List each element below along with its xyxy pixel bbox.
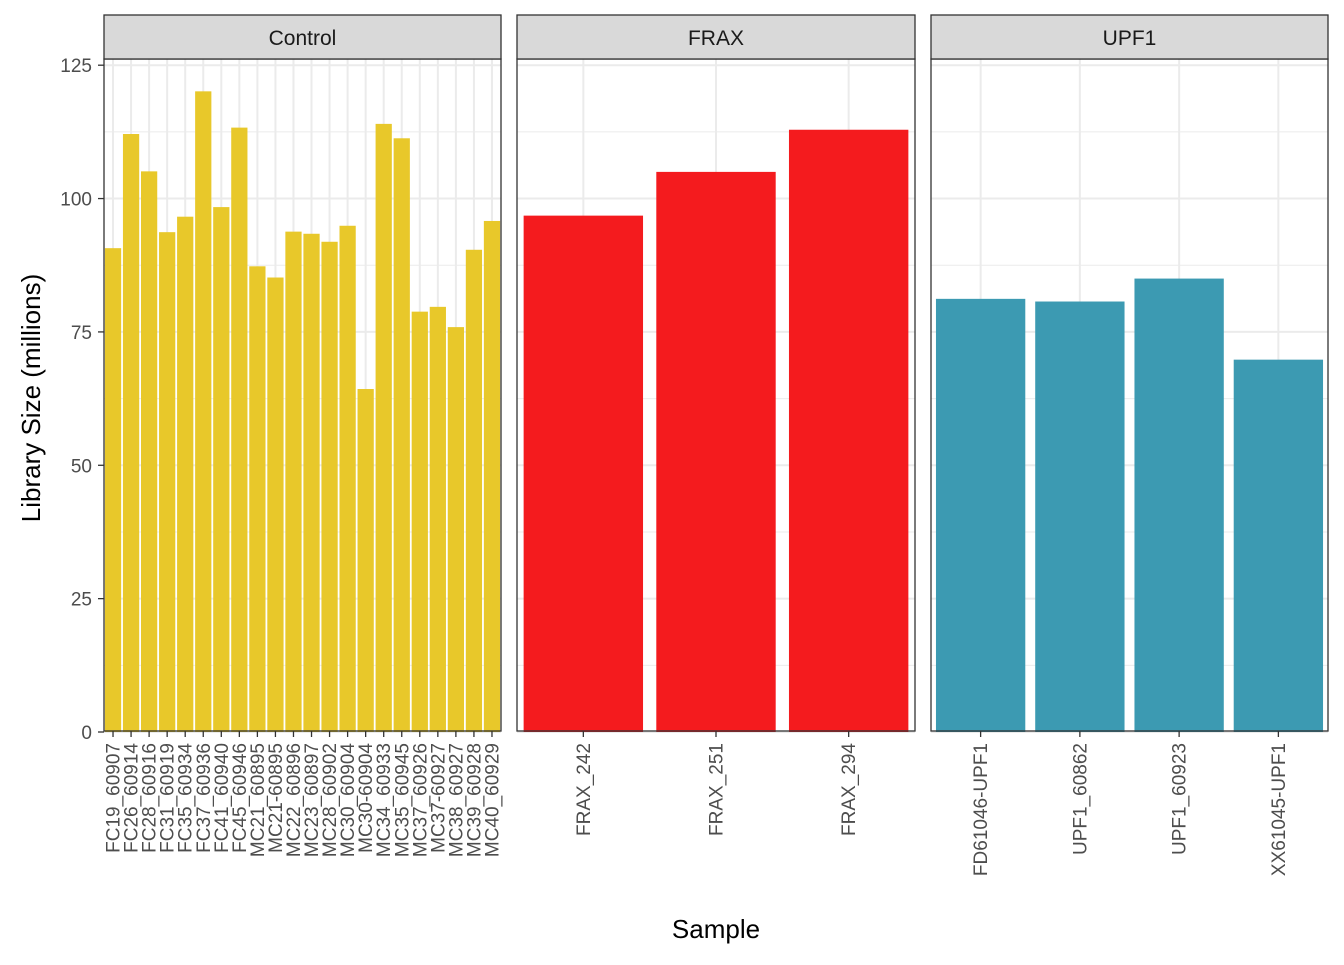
- bar-control-FC31_60919: [159, 232, 176, 732]
- bar-control-MC30_60904: [339, 225, 356, 732]
- x-tick-label: FC28_60916: [140, 743, 161, 853]
- strip-control: [103, 14, 502, 60]
- x-tick-label: FRAX_294: [839, 743, 860, 836]
- bar-control-MC34_60933: [375, 123, 392, 732]
- x-tick-label: MC37-60927: [428, 743, 449, 853]
- bar-control-FC19_60907: [104, 248, 122, 732]
- bar-control-MC21_60895: [249, 266, 266, 732]
- strip-label-upf1: UPF1: [1103, 27, 1157, 50]
- bar-frax-FRAX_251: [656, 171, 776, 732]
- x-tick-label: FRAX_242: [574, 743, 595, 836]
- bar-control-MC40_60929: [483, 220, 501, 732]
- bar-frax-FRAX_242: [523, 215, 644, 733]
- y-tick-label: 75: [71, 323, 92, 344]
- bar-upf1-XX61045-UPF1: [1233, 359, 1324, 732]
- x-tick-label: FC35_60934: [176, 743, 197, 853]
- bar-control-MC22_60896: [285, 231, 302, 732]
- bar-control-FC26_60914: [122, 134, 140, 732]
- x-tick-label: FC37_60936: [194, 743, 215, 853]
- x-tick-label: MC21_60895: [248, 743, 269, 857]
- bars-layer: [104, 91, 1324, 733]
- x-tick-label: MC30-60904: [356, 743, 377, 853]
- strip-label-frax: FRAX: [688, 27, 744, 50]
- x-tick-label: MC22_60896: [284, 743, 305, 857]
- y-tick-label: 0: [81, 723, 92, 744]
- strip-frax: [516, 14, 916, 60]
- x-tick-label: MC37_60926: [410, 743, 431, 857]
- bar-control-MC30-60904: [357, 388, 374, 732]
- bar-upf1-UPF1_60862: [1035, 301, 1125, 732]
- bar-control-MC28_60902: [321, 241, 338, 732]
- bar-control-MC39_60928: [465, 249, 483, 732]
- bar-control-MC37-60927: [429, 306, 446, 732]
- bar-control-MC35_60945: [393, 138, 410, 733]
- x-tick-label: FRAX_251: [707, 743, 728, 836]
- x-tick-label: UPF1_60923: [1170, 743, 1191, 855]
- x-tick-label: FC19_60907: [104, 743, 125, 853]
- x-tick-label: MC28_60902: [320, 743, 341, 857]
- x-tick-label: MC35_60945: [392, 743, 413, 857]
- bar-control-FC41_60940: [213, 207, 230, 733]
- x-axis-title: Sample: [672, 914, 760, 944]
- x-tick-label: FD61046-UPF1: [971, 743, 992, 876]
- text-layer: ControlFC19_60907FC26_60914FC28_60916FC3…: [60, 27, 1290, 876]
- bar-control-MC21-60895: [267, 277, 284, 732]
- bar-control-FC45_60946: [231, 127, 248, 732]
- x-tick-label: MC40_60929: [482, 743, 503, 857]
- x-tick-label: XX61045-UPF1: [1269, 743, 1290, 876]
- bar-frax-FRAX_294: [788, 129, 909, 733]
- bar-upf1-FD61046-UPF1: [935, 298, 1026, 732]
- y-tick-label: 25: [71, 590, 92, 611]
- frames-layer: [98, 14, 1329, 737]
- y-tick-label: 50: [71, 456, 92, 477]
- y-axis-title: Library Size (millions): [16, 274, 46, 523]
- bar-control-MC37_60926: [411, 311, 428, 732]
- x-tick-label: FC45_60946: [230, 743, 251, 853]
- x-tick-label: MC23_60897: [302, 743, 323, 857]
- y-tick-label: 125: [60, 56, 92, 77]
- x-tick-label: MC34_60933: [374, 743, 395, 857]
- bar-control-FC28_60916: [140, 171, 158, 732]
- bar-control-MC38_60927: [447, 327, 465, 732]
- x-tick-label: FC31_60919: [158, 743, 179, 853]
- y-tick-label: 100: [60, 190, 92, 211]
- bar-upf1-UPF1_60923: [1134, 278, 1224, 732]
- bar-control-FC35_60934: [177, 216, 194, 732]
- x-tick-label: FC41_60940: [212, 743, 233, 853]
- x-tick-label: MC21-60895: [266, 743, 287, 853]
- bar-control-FC37_60936: [195, 91, 212, 732]
- x-tick-label: UPF1_60862: [1070, 743, 1091, 855]
- x-tick-label: FC26_60914: [122, 743, 143, 853]
- x-tick-label: MC39_60928: [464, 743, 485, 857]
- strip-upf1: [930, 14, 1329, 60]
- bar-control-MC23_60897: [303, 233, 320, 733]
- strip-label-control: Control: [269, 27, 337, 50]
- x-tick-label: MC30_60904: [338, 743, 359, 858]
- x-tick-label: MC38_60927: [446, 743, 467, 857]
